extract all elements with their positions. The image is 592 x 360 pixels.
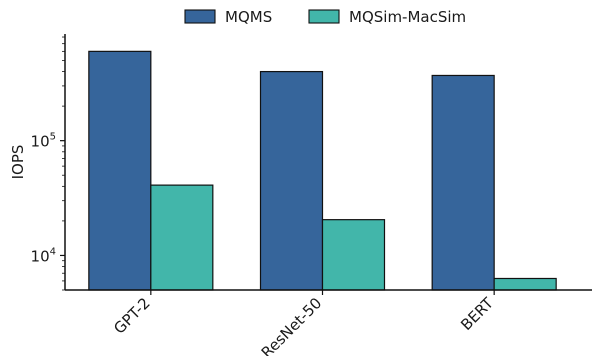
y-axis-label: IOPS [9, 145, 27, 180]
x-tick-label-bert: BERT [457, 294, 497, 334]
legend-label-mqsim-macsim: MQSim-MacSim [349, 8, 466, 26]
bar-mqsim-macsim-gpt-2 [150, 184, 214, 291]
bar-mqms-bert [431, 74, 495, 291]
legend-label-mqms: MQMS [225, 8, 272, 26]
bars [88, 50, 557, 291]
x-tick-label-gpt-2: GPT-2 [110, 294, 153, 337]
bar-mqsim-macsim-bert [493, 277, 557, 291]
bar-mqms-gpt-2 [88, 50, 152, 291]
legend: MQMS MQSim-MacSim [184, 8, 466, 26]
y-tick-label: 105 [31, 132, 56, 151]
bar-mqsim-macsim-resnet-50 [321, 219, 386, 291]
y-tick-label: 104 [31, 246, 56, 265]
legend-swatch-mqsim-macsim [308, 9, 340, 24]
legend-swatch-mqms [184, 9, 216, 24]
x-tick-label-resnet-50: ResNet-50 [258, 294, 326, 356]
bar-mqms-resnet-50 [259, 70, 324, 291]
